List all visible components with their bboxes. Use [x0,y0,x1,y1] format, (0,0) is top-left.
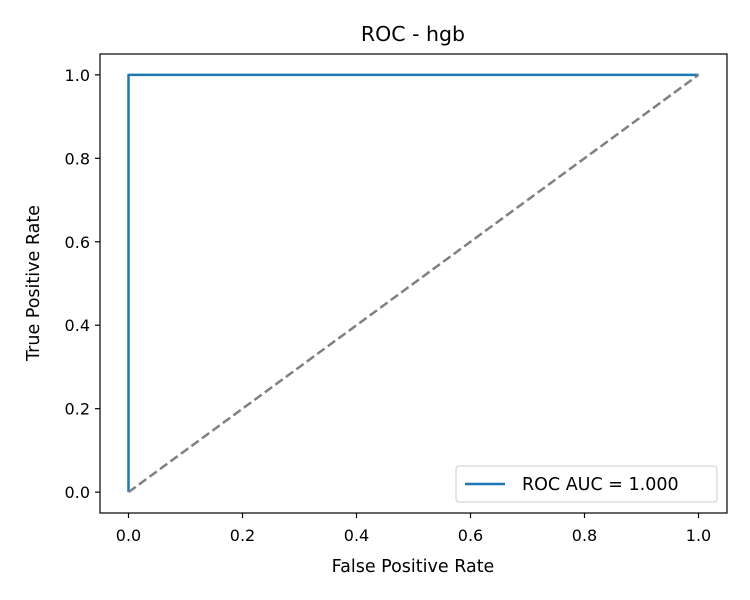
series-layer [127,73,700,494]
y-tick-label: 0.6 [65,233,90,252]
x-tick-label: 0.8 [572,526,597,545]
x-tick-label: 0.6 [458,526,483,545]
x-tick-label: 1.0 [686,526,711,545]
legend-label-roc: ROC AUC = 1.000 [522,475,679,495]
legend: ROC AUC = 1.000 [455,465,718,503]
plot-frame [99,53,728,514]
x-tick-label: 0.4 [344,526,369,545]
plot-area [99,53,728,514]
y-axis: 0.0 0.2 0.4 0.6 0.8 1.0 [65,66,100,502]
x-axis: 0.0 0.2 0.4 0.6 0.8 1.0 [116,513,711,545]
chance-diagonal-line [127,73,700,494]
x-tick-label: 0.2 [230,526,255,545]
y-tick-label: 0.2 [65,400,90,419]
y-tick-label: 1.0 [65,66,90,85]
legend-box [455,465,718,503]
x-tick-label: 0.0 [116,526,141,545]
chart-title: ROC - hgb [361,22,465,46]
y-axis-title: True Positive Rate [24,205,44,362]
y-tick-label: 0.4 [65,316,90,335]
y-tick-label: 0.0 [65,483,90,502]
x-axis-title: False Positive Rate [332,557,495,577]
roc-curve-line [127,73,699,493]
y-tick-label: 0.8 [65,149,90,168]
